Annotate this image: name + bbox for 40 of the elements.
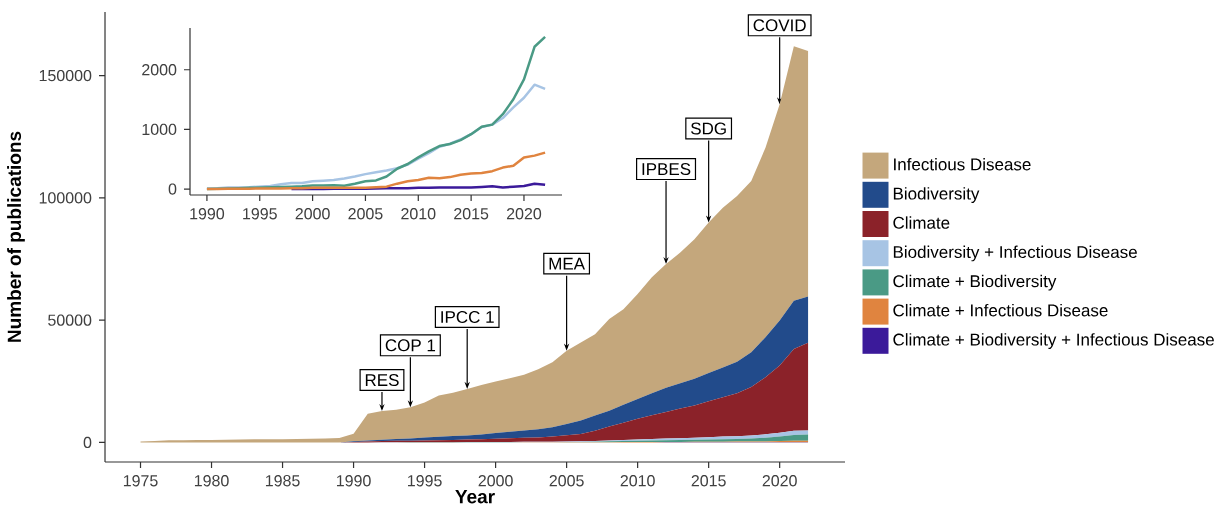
- x-tick-label: 1980: [194, 475, 229, 487]
- x-tick-label: 1985: [265, 475, 300, 487]
- annotation: MEA: [549, 257, 585, 270]
- y-tick-label: 1000: [142, 123, 177, 136]
- legend-label: Climate + Biodiversity: [893, 274, 1057, 291]
- y-tick-label: 50000: [48, 314, 92, 326]
- x-tick-label: 2005: [549, 475, 584, 487]
- y-axis-title: Number of publications: [7, 131, 25, 342]
- y-tick-label: 2000: [142, 64, 177, 76]
- x-tick-label: 2020: [506, 208, 542, 220]
- legend-label: Climate + Biodiversity + Infectious Disease: [893, 333, 1214, 349]
- x-tick-label: 2005: [348, 208, 383, 220]
- legend-label: Biodiversity + Infectious Disease: [893, 245, 1137, 262]
- x-tick-label: 2020: [762, 475, 797, 487]
- y-tick-label: 0: [168, 183, 177, 195]
- annotation: COVID: [753, 19, 806, 32]
- y-tick-label: 100000: [39, 192, 92, 204]
- x-tick-label: 1990: [336, 475, 371, 487]
- x-tick-label: 2000: [295, 208, 330, 220]
- x-tick-label: 1995: [243, 208, 277, 220]
- y-tick-label: 0: [83, 436, 92, 449]
- x-tick-label: 2010: [401, 208, 436, 220]
- x-tick-label: 2015: [454, 208, 489, 220]
- x-tick-label: 1995: [408, 475, 442, 487]
- x-axis-title: Year: [455, 490, 495, 504]
- x-tick-label: 1990: [190, 208, 225, 220]
- x-tick-label: 2015: [691, 475, 726, 487]
- annotation: IPCC 1: [441, 310, 494, 323]
- legend-label: Biodiversity: [893, 187, 980, 203]
- legend-label: Climate + Infectious Disease: [893, 303, 1108, 317]
- annotation: IPBES: [642, 163, 691, 176]
- x-tick-label: 2000: [478, 475, 513, 487]
- annotation: COP 1: [385, 339, 436, 352]
- annotation: RES: [365, 374, 399, 387]
- legend-label: Infectious Disease: [894, 157, 1031, 171]
- annotation: SDG: [691, 122, 726, 135]
- y-tick-label: 150000: [39, 69, 92, 82]
- x-tick-label: 2010: [620, 475, 655, 487]
- x-tick-label: 1975: [123, 475, 158, 487]
- legend-label: Climate: [893, 216, 950, 229]
